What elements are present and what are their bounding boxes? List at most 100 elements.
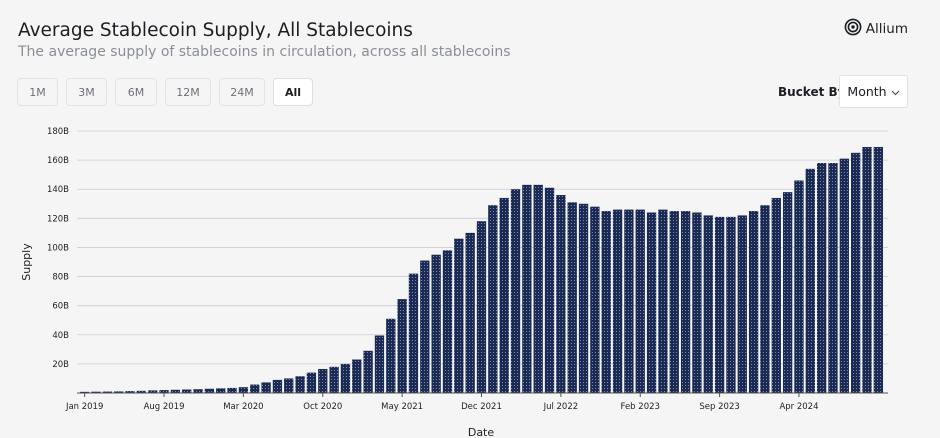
bar-2023-12[interactable] bbox=[748, 211, 759, 393]
bar-2022-07[interactable] bbox=[556, 195, 566, 393]
bar-2020-09[interactable] bbox=[306, 372, 317, 393]
bar-2021-05[interactable] bbox=[397, 299, 407, 393]
bar-2023-07[interactable] bbox=[692, 212, 702, 393]
bar-2023-08[interactable] bbox=[703, 215, 713, 393]
bar-2021-12[interactable] bbox=[476, 221, 487, 393]
x-tick-label: Jul 2022 bbox=[543, 402, 579, 412]
bar-2020-11[interactable] bbox=[329, 366, 339, 393]
x-tick-label: Sep 2023 bbox=[699, 402, 739, 412]
page-title: Average Stablecoin Supply, All Stablecoi… bbox=[18, 20, 413, 41]
x-tick-label: Aug 2019 bbox=[144, 402, 185, 412]
bar-2022-06[interactable] bbox=[544, 187, 555, 393]
bar-2022-03[interactable] bbox=[510, 189, 521, 393]
bar-2024-11[interactable] bbox=[873, 147, 883, 393]
bar-2020-08[interactable] bbox=[295, 376, 305, 393]
range-tab-3m[interactable]: 3M bbox=[66, 78, 107, 106]
range-tab-6m[interactable]: 6M bbox=[115, 78, 157, 106]
bar-2020-10[interactable] bbox=[318, 368, 328, 393]
bar-2022-10[interactable] bbox=[590, 206, 600, 393]
bar-2020-05[interactable] bbox=[261, 382, 271, 393]
x-tick-label: Oct 2020 bbox=[303, 402, 342, 412]
y-tick-label: 20B bbox=[52, 360, 69, 370]
y-tick-label: 80B bbox=[52, 273, 69, 283]
bar-2019-12[interactable] bbox=[204, 388, 215, 393]
bar-2021-03[interactable] bbox=[374, 335, 385, 393]
bar-2023-04[interactable] bbox=[658, 209, 668, 393]
x-tick-label: May 2021 bbox=[381, 402, 423, 412]
range-tab-1m[interactable]: 1M bbox=[17, 78, 58, 106]
bar-2024-09[interactable] bbox=[851, 152, 861, 393]
bar-2021-01[interactable] bbox=[352, 359, 362, 393]
bar-2024-07[interactable] bbox=[828, 163, 838, 393]
bar-2022-01[interactable] bbox=[488, 205, 498, 393]
bar-2019-10[interactable] bbox=[182, 389, 192, 393]
bar-2019-11[interactable] bbox=[193, 389, 203, 393]
bar-2024-02[interactable] bbox=[771, 197, 781, 393]
bucket-by-value: Month bbox=[847, 84, 887, 99]
page-subtitle: The average supply of stablecoins in cir… bbox=[18, 44, 511, 60]
y-tick-label: 180B bbox=[47, 127, 69, 137]
bar-2020-04[interactable] bbox=[250, 384, 260, 393]
bar-2023-09[interactable] bbox=[714, 216, 725, 393]
bucket-by-select[interactable]: Month bbox=[839, 75, 908, 108]
bar-2024-10[interactable] bbox=[862, 147, 872, 393]
bar-2021-07[interactable] bbox=[420, 260, 430, 393]
bar-2022-11[interactable] bbox=[601, 211, 611, 393]
bar-2022-02[interactable] bbox=[499, 197, 509, 393]
bar-2024-05[interactable] bbox=[805, 168, 815, 393]
bar-2022-12[interactable] bbox=[612, 209, 623, 393]
bar-2020-07[interactable] bbox=[284, 378, 294, 393]
brand-name: Allium bbox=[865, 21, 908, 37]
bar-2021-10[interactable] bbox=[454, 238, 464, 393]
bar-2023-01[interactable] bbox=[624, 209, 634, 393]
x-tick-label: Apr 2024 bbox=[779, 402, 818, 412]
bar-2024-06[interactable] bbox=[816, 163, 827, 393]
range-tab-24m[interactable]: 24M bbox=[219, 78, 265, 106]
bar-2021-08[interactable] bbox=[431, 254, 441, 393]
range-tab-12m[interactable]: 12M bbox=[165, 78, 211, 106]
bar-2023-02[interactable] bbox=[635, 209, 645, 393]
bar-2021-04[interactable] bbox=[386, 318, 396, 393]
bar-2024-04[interactable] bbox=[794, 180, 804, 393]
bar-2021-06[interactable] bbox=[408, 273, 419, 393]
bar-2023-06[interactable] bbox=[680, 211, 691, 393]
y-tick-label: 60B bbox=[52, 302, 69, 312]
bar-2020-03[interactable] bbox=[238, 387, 249, 393]
brand-logo: Allium bbox=[844, 18, 908, 40]
chart-bars bbox=[80, 147, 883, 393]
x-axis-title: Date bbox=[468, 426, 495, 438]
bar-2022-04[interactable] bbox=[522, 184, 532, 393]
bar-2022-08[interactable] bbox=[567, 202, 577, 393]
bar-2021-09[interactable] bbox=[442, 250, 453, 393]
bar-2020-12[interactable] bbox=[340, 363, 351, 393]
bar-2023-10[interactable] bbox=[726, 216, 736, 393]
bar-2023-11[interactable] bbox=[737, 215, 747, 393]
bar-2020-02[interactable] bbox=[227, 387, 237, 393]
bar-2020-01[interactable] bbox=[216, 388, 226, 393]
bar-2024-08[interactable] bbox=[839, 158, 849, 393]
bar-2022-05[interactable] bbox=[533, 184, 543, 393]
bar-2024-01[interactable] bbox=[760, 205, 770, 393]
x-tick-label: Dec 2021 bbox=[461, 402, 502, 412]
y-tick-label: 160B bbox=[47, 156, 69, 166]
bar-2023-05[interactable] bbox=[669, 211, 679, 393]
chevron-down-icon bbox=[891, 84, 900, 99]
bar-2020-06[interactable] bbox=[272, 379, 283, 393]
bucket-by-label: Bucket By bbox=[778, 85, 846, 99]
y-tick-label: 120B bbox=[47, 214, 69, 224]
chart-axes: 20B 40B 60B 80B 100B 120B 140B 160B 180B Jan 2019… bbox=[47, 127, 888, 412]
bar-2024-03[interactable] bbox=[782, 192, 793, 393]
bar-2022-09[interactable] bbox=[578, 203, 589, 393]
bar-2023-03[interactable] bbox=[646, 212, 657, 393]
bar-2021-11[interactable] bbox=[465, 232, 475, 393]
bar-2021-02[interactable] bbox=[363, 350, 373, 393]
y-axis-title: Supply bbox=[20, 243, 33, 281]
x-tick-label: Mar 2020 bbox=[223, 402, 263, 412]
y-tick-label: 140B bbox=[47, 185, 69, 195]
allium-logo-icon bbox=[844, 18, 862, 40]
range-tab-all[interactable]: All bbox=[273, 78, 313, 106]
x-tick-label: Feb 2023 bbox=[621, 402, 660, 412]
range-tabs: 1M 3M 6M 12M 24M All bbox=[17, 78, 313, 106]
y-tick-label: 40B bbox=[52, 331, 69, 341]
